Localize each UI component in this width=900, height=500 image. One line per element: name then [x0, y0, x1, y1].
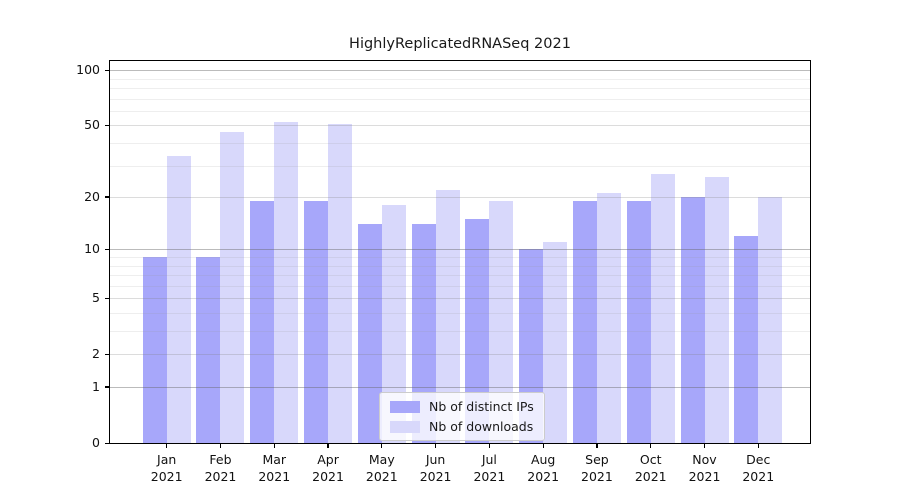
x-tick-mark — [166, 444, 168, 448]
bar-downloads — [274, 122, 299, 443]
x-tick-label: Dec 2021 — [742, 452, 775, 484]
legend-swatch-distinct-ips — [390, 400, 420, 413]
grid-line — [110, 87, 810, 89]
grid-line — [110, 249, 810, 251]
grid-line — [110, 70, 810, 72]
x-tick-mark — [273, 444, 275, 448]
bar-downloads — [220, 131, 245, 443]
legend: Nb of distinct IPs Nb of downloads — [379, 392, 545, 441]
grid-line — [110, 285, 810, 287]
x-tick-label: Sep 2021 — [581, 452, 613, 484]
x-tick-label: Aug 2021 — [527, 452, 560, 484]
bar-downloads — [758, 197, 783, 443]
grid-line — [110, 98, 810, 100]
y-tick-mark — [105, 353, 109, 355]
plot-area: Nb of distinct IPs Nb of downloads — [109, 60, 811, 444]
bar-downloads — [650, 173, 675, 443]
y-tick-label: 100 — [76, 62, 100, 78]
bar-distinct-ips — [626, 200, 651, 443]
x-tick-label: Apr 2021 — [312, 452, 344, 484]
y-tick-mark — [105, 297, 109, 299]
x-tick-mark — [327, 444, 329, 448]
y-tick-label: 50 — [84, 117, 100, 133]
legend-item: Nb of distinct IPs — [390, 399, 534, 414]
x-tick-label: Nov 2021 — [688, 452, 721, 484]
x-tick-label: Mar 2021 — [258, 452, 291, 484]
x-tick-mark — [219, 444, 222, 448]
x-tick-label: Feb 2021 — [204, 452, 237, 484]
grid-line — [110, 78, 810, 80]
bar-distinct-ips — [304, 200, 329, 443]
x-tick-mark — [703, 444, 706, 448]
x-tick-label: May 2021 — [365, 452, 398, 484]
y-tick-label: 1 — [92, 378, 100, 394]
y-tick-mark — [105, 196, 109, 198]
x-tick-mark — [650, 444, 652, 448]
grid-line — [110, 265, 810, 267]
bar-distinct-ips — [196, 256, 221, 443]
y-tick-label: 20 — [84, 188, 100, 204]
y-tick-mark — [105, 442, 109, 444]
bar-distinct-ips — [734, 235, 759, 443]
grid-line — [110, 387, 810, 388]
grid-line — [110, 298, 810, 300]
x-tick-label: Jul 2021 — [473, 452, 506, 484]
bar-downloads — [543, 242, 568, 443]
x-tick-mark — [542, 444, 544, 448]
grid-line — [110, 165, 810, 167]
legend-label: Nb of downloads — [429, 419, 534, 434]
bar-downloads — [596, 193, 621, 443]
x-tick-mark — [757, 444, 759, 448]
grid-line — [110, 110, 810, 112]
x-tick-mark — [435, 444, 437, 448]
chart-title: HighlyReplicatedRNASeq 2021 — [349, 36, 571, 52]
bar-downloads — [166, 155, 191, 443]
grid-line — [110, 275, 810, 276]
bar-downloads — [328, 123, 353, 443]
bar-distinct-ips — [357, 224, 382, 443]
y-tick-mark — [105, 386, 109, 388]
legend-item: Nb of downloads — [390, 419, 534, 434]
x-tick-mark — [381, 444, 383, 448]
legend-swatch-downloads — [390, 420, 420, 433]
y-tick-label: 5 — [92, 290, 100, 306]
grid-line — [110, 331, 810, 332]
x-tick-mark — [488, 444, 490, 448]
y-tick-label: 0 — [92, 435, 100, 450]
y-tick-label: 2 — [92, 346, 100, 362]
bar-distinct-ips — [572, 200, 597, 443]
bar-distinct-ips — [142, 256, 167, 443]
grid-line — [110, 125, 810, 127]
y-tick-mark — [105, 248, 109, 250]
bar-distinct-ips — [250, 200, 275, 443]
legend-label: Nb of distinct IPs — [429, 399, 534, 414]
grid-line — [110, 354, 810, 356]
x-tick-label: Jan 2021 — [150, 452, 183, 484]
grid-line — [110, 256, 810, 258]
x-tick-label: Oct 2021 — [634, 452, 667, 484]
grid-line — [110, 197, 810, 198]
x-tick-mark — [596, 444, 598, 448]
bar-downloads — [704, 176, 729, 443]
y-tick-label: 10 — [84, 241, 100, 257]
y-tick-mark — [105, 124, 109, 126]
bar-distinct-ips — [680, 197, 705, 443]
grid-line — [110, 142, 810, 144]
grid-line — [110, 312, 810, 314]
x-tick-label: Jun 2021 — [419, 452, 452, 484]
gridlines-layer — [110, 61, 810, 443]
y-tick-mark — [105, 69, 109, 71]
